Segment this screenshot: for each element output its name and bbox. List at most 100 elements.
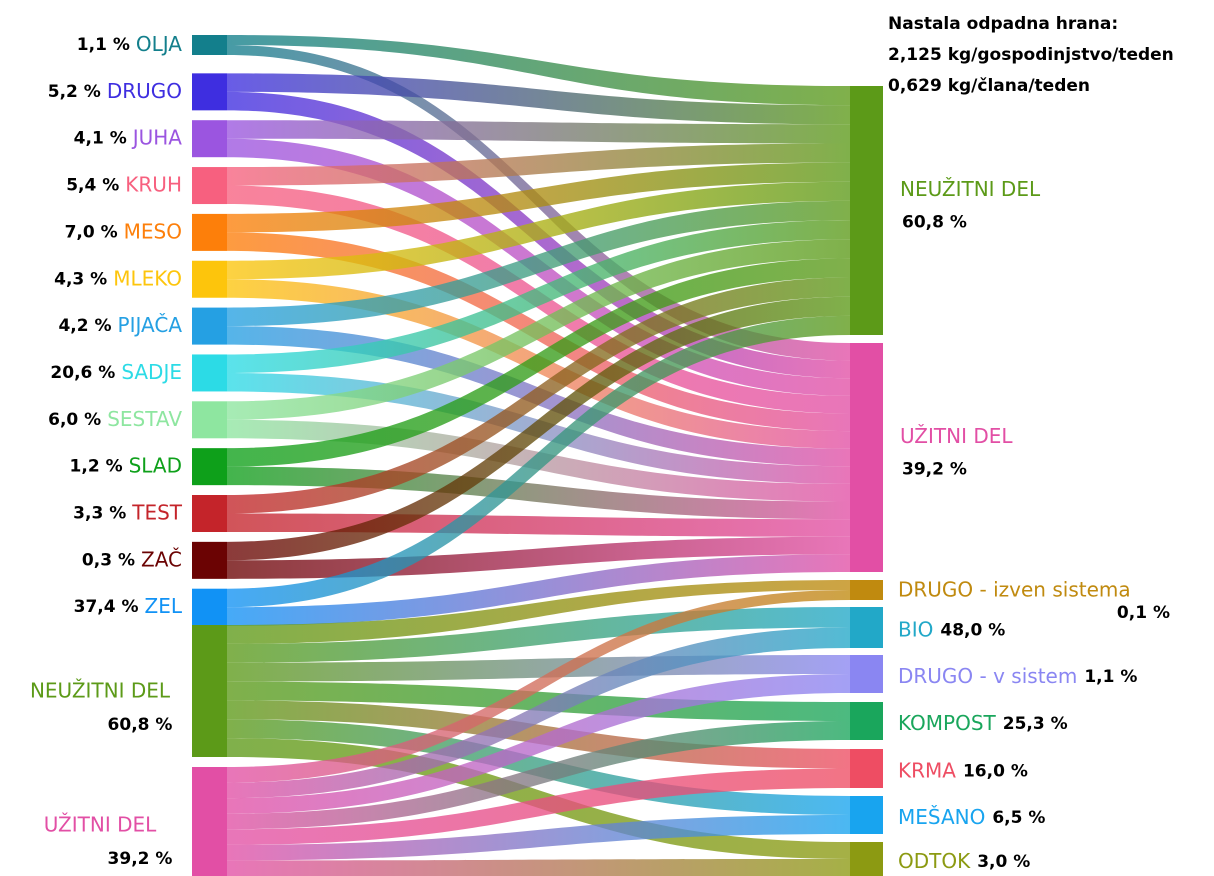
category-name: MESO — [124, 219, 182, 243]
part-name: NEUŽITNI DEL — [30, 679, 171, 703]
part-value: 39,2 % — [108, 849, 173, 869]
destination-node — [850, 702, 883, 740]
destination-node — [850, 607, 883, 648]
destination-node — [850, 749, 883, 788]
category-label: 4,1 % JUHA — [74, 125, 183, 149]
category-value: 20,6 % — [50, 363, 115, 383]
destination-node — [850, 796, 883, 834]
category-node — [192, 541, 227, 579]
destination-label: DRUGO - v sistem 1,1 % — [898, 664, 1137, 688]
category-value: 1,2 % — [70, 457, 123, 477]
category-name: SESTAV — [107, 406, 182, 430]
flow-link — [227, 590, 850, 783]
destination-name: MEŠANO — [898, 805, 985, 829]
destination-node — [850, 842, 883, 876]
category-label: 1,1 % OLJA — [77, 32, 183, 56]
destination-value: 3,0 % — [977, 852, 1030, 872]
category-label: 4,2 % PIJAČA — [58, 313, 182, 337]
category-value: 7,0 % — [65, 222, 118, 242]
part-value: 60,8 % — [902, 213, 967, 233]
category-node — [192, 167, 227, 205]
flow-link — [227, 607, 850, 663]
category-value: 5,2 % — [48, 82, 101, 102]
flow-link — [227, 768, 850, 845]
category-node — [192, 588, 227, 626]
destination-name: DRUGO - v sistem — [898, 664, 1077, 688]
chart-subtitle: 2,125 kg/gospodinjstvo/teden — [888, 45, 1174, 65]
destination-name: ODTOK — [898, 849, 971, 873]
part-node — [192, 767, 227, 876]
category-value: 3,3 % — [73, 504, 126, 524]
category-label: 5,4 % KRUH — [66, 172, 182, 196]
destination-name: DRUGO - izven sistema — [898, 578, 1131, 602]
destination-label: ODTOK 3,0 % — [898, 849, 1030, 873]
destination-value: 1,1 % — [1084, 667, 1137, 687]
destination-name: BIO — [898, 617, 933, 641]
destination-label: KRMA 16,0 % — [898, 758, 1028, 782]
flow-link — [227, 35, 850, 106]
destination-value: 48,0 % — [940, 621, 1005, 641]
flow-link — [227, 681, 850, 721]
category-name: OLJA — [136, 32, 182, 56]
flow-link — [227, 674, 850, 814]
part-node — [192, 625, 227, 757]
destination-value: 16,0 % — [963, 762, 1028, 782]
chart-title: Nastala odpadna hrana: — [888, 14, 1118, 34]
category-name: ZAČ — [141, 547, 182, 571]
part-node — [850, 86, 883, 335]
category-name: SLAD — [129, 453, 182, 477]
destination-node — [850, 580, 883, 600]
part-name: UŽITNI DEL — [900, 424, 1013, 448]
flow-link — [227, 738, 850, 859]
category-name: KRUH — [125, 172, 182, 196]
flow-link — [227, 120, 850, 144]
category-value: 1,1 % — [77, 35, 130, 55]
category-value: 4,1 % — [74, 129, 127, 149]
category-value: 37,4 % — [74, 597, 139, 617]
category-label: 3,3 % TEST — [73, 500, 183, 524]
nodes: 1,1 % OLJA 5,2 % DRUGO 4,1 % JUHA 5,4 % KRUH 7,0… — [30, 32, 1170, 876]
flow-link — [227, 721, 850, 830]
category-name: MLEKO — [113, 266, 182, 290]
category-name: JUHA — [131, 125, 183, 149]
category-name: SADJE — [121, 359, 182, 383]
destination-name: KOMPOST — [898, 711, 997, 735]
destination-name: KRMA — [898, 758, 956, 782]
category-value: 5,4 % — [66, 176, 119, 196]
category-label: 6,0 % SESTAV — [48, 406, 182, 430]
flow-link — [227, 580, 850, 644]
category-node — [192, 495, 227, 532]
flow-link — [227, 181, 850, 280]
category-node — [192, 448, 227, 486]
category-label: 1,2 % SLAD — [70, 453, 182, 477]
flow-link — [227, 200, 850, 327]
part-name: UŽITNI DEL — [44, 813, 157, 837]
category-label: 20,6 % SADJE — [50, 359, 182, 383]
category-node — [192, 35, 227, 55]
category-node — [192, 260, 227, 298]
flow-link — [227, 554, 850, 626]
destination-label: MEŠANO 6,5 % — [898, 805, 1045, 829]
part-name: NEUŽITNI DEL — [900, 177, 1041, 201]
category-node — [192, 354, 227, 392]
flow-link — [227, 315, 850, 608]
category-label: 4,3 % MLEKO — [54, 266, 182, 290]
category-node — [192, 213, 227, 251]
category-name: DRUGO — [107, 78, 182, 102]
links — [227, 35, 850, 876]
part-value: 60,8 % — [108, 715, 173, 735]
flow-link — [227, 73, 850, 125]
category-node — [192, 307, 227, 345]
category-label: 7,0 % MESO — [65, 219, 182, 243]
category-node — [192, 120, 227, 158]
part-value: 39,2 % — [902, 460, 967, 480]
category-node — [192, 401, 227, 439]
destination-label: BIO 48,0 % — [898, 617, 1005, 641]
category-name: PIJAČA — [118, 313, 183, 337]
flow-link — [227, 859, 850, 876]
flow-link — [227, 815, 850, 861]
category-label: 0,3 % ZAČ — [82, 547, 182, 571]
flow-link — [227, 258, 850, 467]
category-label: 37,4 % ZEL — [74, 594, 183, 618]
